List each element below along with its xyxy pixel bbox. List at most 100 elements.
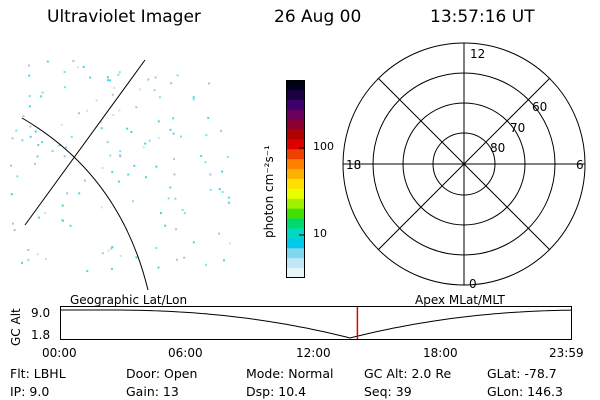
speckle xyxy=(51,150,54,153)
speckle xyxy=(227,196,230,199)
speckle xyxy=(36,155,39,158)
speckle xyxy=(170,82,173,85)
speckle xyxy=(10,193,13,196)
speckle xyxy=(41,91,44,94)
speckle xyxy=(135,106,138,109)
mlt-label-18: 18 xyxy=(346,158,361,172)
date-label: 26 Aug 00 xyxy=(274,7,362,27)
lat-label-70: 70 xyxy=(510,121,525,135)
altitude-curve xyxy=(61,309,572,339)
speckle xyxy=(27,249,30,251)
speckle xyxy=(218,188,221,191)
speckle xyxy=(155,165,158,168)
speckle xyxy=(34,162,36,165)
speckle xyxy=(173,158,176,161)
speckle xyxy=(112,114,115,116)
speckle xyxy=(144,142,147,145)
speckle xyxy=(158,96,161,99)
speckle xyxy=(34,130,37,133)
speckle xyxy=(101,167,104,169)
speckle xyxy=(83,179,86,182)
speckle xyxy=(145,176,148,179)
gc-alt-axis-label: GC Alt xyxy=(9,308,23,346)
speckle xyxy=(15,129,18,132)
speckle xyxy=(153,89,156,92)
speckle xyxy=(208,82,210,85)
speckle xyxy=(221,170,224,173)
speckle xyxy=(111,246,114,249)
speckle xyxy=(142,146,145,149)
speckle xyxy=(110,247,113,250)
mlt-label-12: 12 xyxy=(470,47,485,61)
speckle xyxy=(11,137,14,140)
speckle xyxy=(138,88,141,91)
speckle xyxy=(205,134,208,137)
speckle xyxy=(78,192,81,195)
speckle xyxy=(172,117,175,120)
colorbar-cell xyxy=(286,139,305,150)
speckle xyxy=(100,127,103,130)
speckle xyxy=(172,132,175,135)
colorbar-cell xyxy=(286,218,305,229)
speckle xyxy=(175,258,178,261)
speckle xyxy=(205,263,208,266)
speckle xyxy=(65,146,68,149)
speckle xyxy=(28,74,31,77)
speckle xyxy=(148,139,151,142)
mode-info: Mode: Normal xyxy=(246,366,334,381)
door-info: Door: Open xyxy=(126,366,198,381)
latitude-arc xyxy=(21,117,149,290)
speckle xyxy=(132,200,135,203)
glon-info: GLon: 146.3 xyxy=(487,384,563,399)
speckle xyxy=(95,99,98,102)
colorbar-cell xyxy=(286,169,305,180)
speckle xyxy=(85,109,88,112)
colorbar-cell xyxy=(286,159,305,170)
speckle xyxy=(21,139,24,142)
y-min-label: 1.8 xyxy=(31,328,51,342)
colorbar-cell xyxy=(286,248,305,259)
speckle xyxy=(200,154,203,157)
altitude-timeline xyxy=(60,306,572,340)
speckle xyxy=(133,164,136,167)
filter-info: Flt: LBHL xyxy=(10,366,66,381)
speckle xyxy=(183,212,186,215)
speckle xyxy=(69,224,72,227)
colorbar-cell xyxy=(286,268,305,279)
speckle xyxy=(192,241,195,244)
speckle xyxy=(111,93,114,96)
speckle xyxy=(64,86,66,89)
speckle xyxy=(119,150,122,153)
speckle xyxy=(130,131,133,133)
speckle xyxy=(223,259,225,262)
speckle xyxy=(76,66,79,69)
speckle xyxy=(11,222,14,225)
mlt-diagonal-2 xyxy=(377,77,551,251)
colorbar-cell xyxy=(286,228,305,239)
speckle xyxy=(110,267,113,270)
speckle xyxy=(192,98,195,101)
speckle xyxy=(227,201,230,204)
colorbar-cell xyxy=(286,179,305,190)
speckle xyxy=(106,141,109,144)
speckle xyxy=(154,76,157,79)
speckle xyxy=(106,76,109,79)
time-tick-0000: 00:00 xyxy=(42,346,77,360)
speckle xyxy=(37,143,40,146)
speckle xyxy=(117,73,120,76)
speckle xyxy=(70,135,73,138)
speckle xyxy=(169,186,172,189)
speckle xyxy=(22,115,25,118)
speckle xyxy=(160,212,162,215)
speckle xyxy=(107,249,110,252)
speckle xyxy=(157,120,160,123)
speckle xyxy=(135,256,138,259)
speckle xyxy=(28,105,31,108)
speckle xyxy=(38,216,40,219)
geographic-title: Geographic Lat/Lon xyxy=(70,293,188,307)
colorbar-cell xyxy=(286,258,305,269)
speckle xyxy=(78,112,80,115)
apex-title: Apex MLat/MLT xyxy=(415,293,505,307)
speckle xyxy=(63,155,66,158)
speckle xyxy=(27,259,30,262)
